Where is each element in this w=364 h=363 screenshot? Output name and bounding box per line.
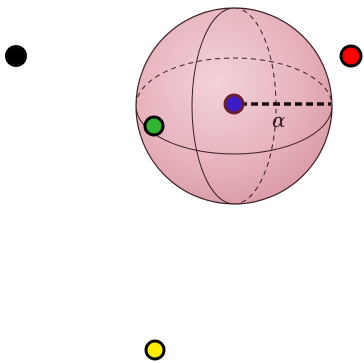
point-red <box>339 44 363 68</box>
equator-back-dashed <box>135 57 333 107</box>
center-point-blue <box>223 93 245 115</box>
point-yellow <box>144 339 166 361</box>
surface-point-green <box>143 115 165 137</box>
angle-label: α <box>272 108 286 132</box>
meridian-front-solid <box>191 7 235 205</box>
point-black <box>5 45 27 67</box>
meridian-back-dashed <box>233 7 277 205</box>
